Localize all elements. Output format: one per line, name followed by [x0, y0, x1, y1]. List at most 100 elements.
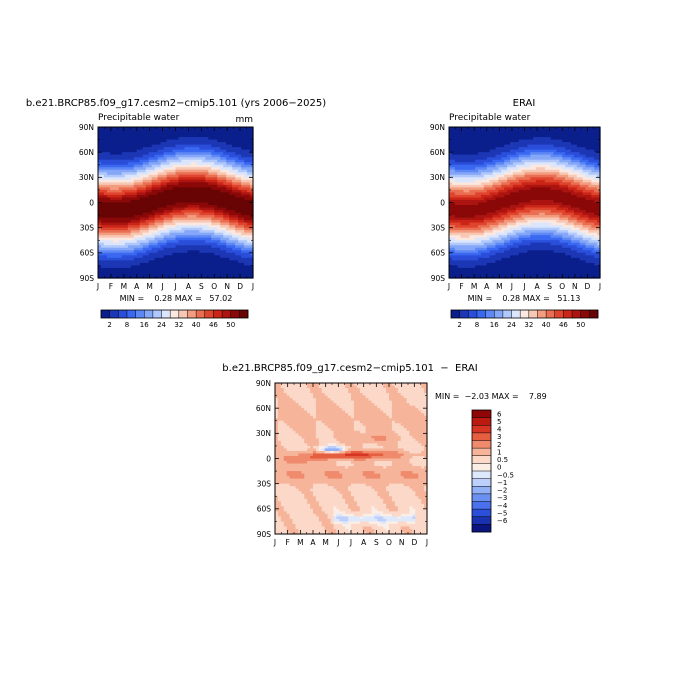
field-cell: [244, 235, 248, 239]
field-cell: [208, 270, 212, 274]
field-cell: [524, 139, 528, 143]
field-cell: [199, 132, 203, 136]
field-cell: [250, 245, 254, 249]
field-cell: [145, 247, 150, 251]
field-cell: [483, 189, 488, 194]
field-cell: [193, 262, 197, 267]
field-cell: [573, 184, 578, 188]
field-cell: [568, 182, 572, 186]
field-cell: [178, 182, 183, 186]
field-cell: [232, 129, 236, 133]
field-cell: [475, 169, 479, 173]
field-cell: [576, 174, 581, 178]
field-cell: [469, 152, 473, 156]
field-cell: [145, 242, 150, 246]
field-cell: [559, 134, 563, 138]
field-cell: [457, 159, 462, 163]
field-cell: [139, 177, 144, 181]
field-cell: [154, 162, 159, 166]
field-cell: [541, 197, 546, 201]
field-cell: [492, 132, 497, 136]
field-cell: [573, 197, 578, 201]
field-cell: [98, 189, 102, 194]
field-cell: [139, 275, 144, 279]
field-cell: [202, 192, 206, 196]
field-cell: [211, 237, 215, 241]
field-cell: [486, 174, 491, 178]
field-cell: [121, 245, 126, 249]
field-cell: [498, 137, 502, 141]
field-cell: [244, 240, 248, 244]
field-cell: [597, 129, 601, 133]
field-cell: [229, 164, 233, 168]
field-cell: [238, 212, 242, 216]
field-cell: [466, 152, 470, 156]
field-cell: [220, 157, 224, 161]
field-cell: [136, 154, 141, 158]
field-cell: [585, 207, 589, 211]
field-cell: [579, 187, 584, 191]
field-cell: [211, 152, 215, 156]
field-cell: [573, 162, 578, 166]
field-cell: [559, 194, 563, 199]
field-cell: [184, 189, 189, 194]
field-cell: [250, 127, 254, 131]
field-cell: [223, 227, 227, 231]
field-cell: [139, 270, 144, 274]
field-cell: [202, 235, 206, 239]
field-cell: [217, 197, 221, 201]
field-cell: [492, 182, 497, 186]
field-cell: [568, 159, 572, 163]
colorbar-swatch: [118, 310, 128, 318]
field-cell: [223, 217, 227, 221]
field-cell: [115, 197, 120, 201]
field-cell: [565, 194, 569, 199]
field-cell: [205, 162, 209, 166]
field-cell: [501, 177, 505, 181]
field-cell: [250, 222, 254, 226]
field-cell: [232, 272, 236, 277]
field-cell: [157, 255, 162, 259]
field-cell: [582, 202, 587, 206]
field-cell: [553, 179, 558, 183]
field-cell: [187, 217, 191, 221]
field-cell: [250, 257, 254, 261]
field-cell: [172, 197, 177, 201]
field-cell: [214, 162, 218, 166]
field-cell: [241, 217, 245, 221]
field-cell: [190, 257, 194, 261]
field-cell: [163, 174, 168, 178]
field-cell: [241, 240, 245, 244]
field-cell: [550, 189, 555, 194]
field-cell: [142, 187, 147, 191]
field-cell: [226, 147, 230, 151]
field-cell: [466, 132, 470, 136]
field-cell: [142, 177, 147, 181]
field-cell: [166, 139, 171, 143]
field-cell: [250, 149, 254, 153]
field-cell: [133, 202, 138, 206]
field-cell: [193, 232, 197, 236]
field-cell: [466, 177, 470, 181]
field-cell: [492, 159, 497, 163]
field-cell: [163, 172, 168, 176]
field-cell: [235, 179, 239, 183]
field-cell: [220, 179, 224, 183]
field-cell: [498, 167, 502, 171]
field-cell: [232, 177, 236, 181]
field-cell: [178, 207, 183, 211]
field-cell: [480, 169, 485, 173]
field-cell: [112, 197, 117, 201]
field-cell: [136, 265, 141, 269]
field-cell: [466, 129, 470, 133]
field-cell: [594, 147, 598, 151]
field-cell: [483, 207, 488, 211]
field-cell: [190, 252, 194, 256]
field-cell: [127, 222, 132, 226]
field-cell: [244, 149, 248, 153]
field-cell: [214, 260, 218, 264]
field-cell: [154, 197, 159, 201]
field-cell: [112, 142, 117, 146]
field-cell: [103, 272, 108, 277]
field-cell: [489, 184, 494, 188]
